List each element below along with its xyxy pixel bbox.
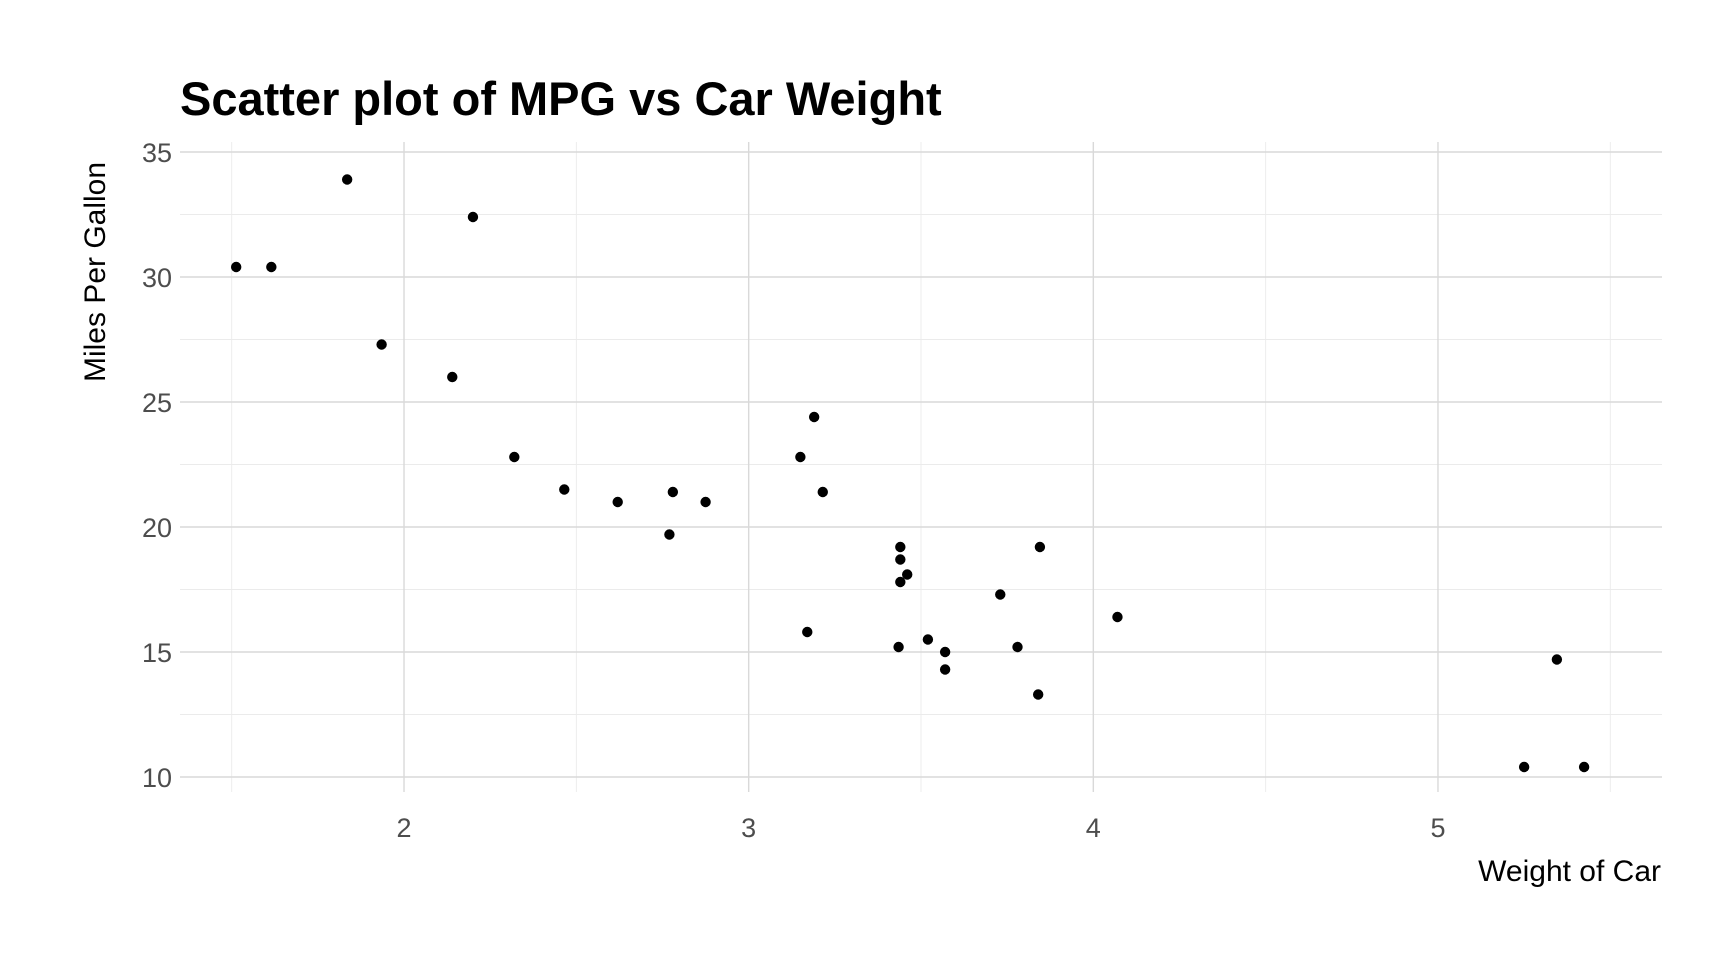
data-points — [230, 174, 1590, 773]
x-axis-tick-labels: 2 3 4 5 — [397, 813, 1446, 843]
data-point — [1518, 761, 1530, 773]
data-point — [700, 496, 711, 508]
y-tick-label: 30 — [142, 263, 172, 293]
data-point — [1034, 541, 1046, 553]
data-point — [467, 211, 479, 223]
x-tick-label: 5 — [1430, 813, 1445, 843]
y-tick-label: 25 — [142, 388, 172, 418]
x-tick-label: 3 — [741, 813, 756, 843]
x-tick-label: 2 — [397, 813, 412, 843]
data-point — [895, 576, 906, 588]
data-point — [939, 664, 951, 675]
chart-title: Scatter plot of MPG vs Car Weight — [180, 72, 942, 125]
y-tick-label: 10 — [142, 763, 172, 793]
data-point — [802, 626, 813, 638]
data-point — [1112, 611, 1123, 623]
y-axis-title: Miles Per Gallon — [79, 162, 112, 382]
data-point — [266, 261, 277, 273]
data-point — [995, 589, 1006, 600]
data-point — [559, 484, 570, 495]
data-point — [509, 451, 520, 463]
data-point — [447, 371, 458, 383]
data-point — [1032, 689, 1044, 700]
data-point — [1578, 761, 1590, 773]
data-point — [817, 486, 828, 498]
y-tick-label: 35 — [142, 138, 172, 168]
data-point — [1551, 654, 1563, 665]
data-point — [808, 411, 820, 423]
minor-gridlines — [180, 142, 1662, 792]
data-point — [893, 641, 904, 653]
data-point — [664, 529, 675, 540]
data-point — [795, 451, 806, 463]
data-point — [939, 646, 951, 658]
major-gridlines — [180, 142, 1662, 792]
data-point — [667, 486, 679, 498]
data-point — [902, 569, 913, 580]
x-tick-label: 4 — [1086, 813, 1101, 843]
data-point — [895, 554, 906, 565]
data-point — [612, 496, 623, 508]
data-point — [1012, 641, 1023, 653]
data-point — [922, 634, 934, 645]
data-point — [341, 174, 353, 185]
y-axis-tick-labels: 10 15 20 25 30 35 — [142, 138, 172, 793]
data-point — [895, 541, 906, 553]
data-point — [376, 339, 387, 350]
y-tick-label: 20 — [142, 513, 172, 543]
data-point — [230, 261, 242, 273]
y-tick-label: 15 — [142, 638, 172, 668]
x-axis-title: Weight of Car — [1478, 855, 1661, 888]
